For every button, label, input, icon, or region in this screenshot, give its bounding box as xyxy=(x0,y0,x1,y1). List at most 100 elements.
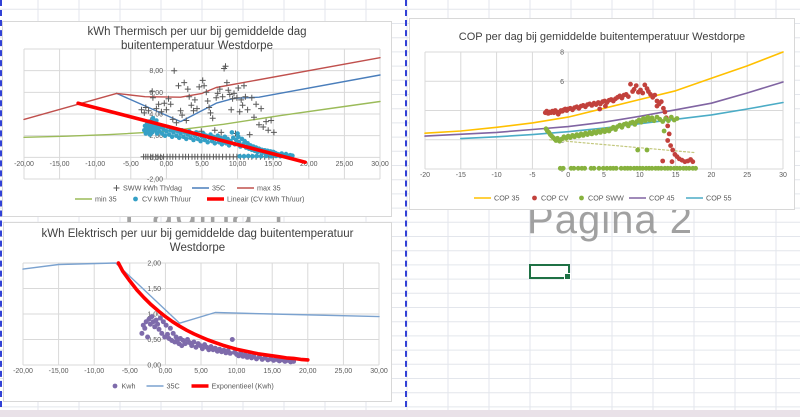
plot-gridlines xyxy=(424,51,784,170)
svg-text:25,00: 25,00 xyxy=(335,368,353,375)
svg-text:-20: -20 xyxy=(420,172,430,179)
svg-text:CV kWh Th/uur: CV kWh Th/uur xyxy=(142,195,192,204)
chart-title: kWh Elektrisch per uur bij gemiddelde da… xyxy=(42,228,354,254)
chart-cop[interactable]: -20-15-10-505101520253002468COP per dag … xyxy=(409,18,795,210)
page-break-line-left xyxy=(0,0,2,417)
svg-text:15,00: 15,00 xyxy=(263,368,281,375)
svg-text:Lineair (CV kWh Th/uur): Lineair (CV kWh Th/uur) xyxy=(227,195,304,204)
svg-text:1,50: 1,50 xyxy=(147,286,161,293)
legend: SWW kWh Th/dag 35C max 35 min 35 CV kWh Th/u… xyxy=(75,184,304,204)
chart-svg-kwh-elektrisch: -20,00 -15,00 -10,00 -5,00 0,00 5,00 10,00 15,0… xyxy=(13,228,388,391)
x-axis-labels: -20 -15 -10 -5 0 5 10 15 20 25 30 xyxy=(420,172,787,179)
svg-text:COP per dag bij gemiddelde bui: COP per dag bij gemiddelde buitentempera… xyxy=(459,31,745,43)
svg-text:20: 20 xyxy=(708,172,716,179)
svg-text:min 35: min 35 xyxy=(95,195,117,204)
series-cop-cv xyxy=(542,81,696,165)
svg-text:Kwh: Kwh xyxy=(122,382,136,391)
svg-text:35C: 35C xyxy=(167,382,180,391)
chart-svg-cop: -20-15-10-505101520253002468COP per dag … xyxy=(420,31,787,203)
x-axis-labels: -20,00 -15,00 -10,00 -5,00 0,00 5,00 10,00 15,0… xyxy=(14,161,389,168)
svg-text:2,00: 2,00 xyxy=(147,261,161,268)
svg-text:8: 8 xyxy=(560,50,564,57)
svg-text:Exponentieel (Kwh): Exponentieel (Kwh) xyxy=(212,382,274,391)
chart-title: kWh Thermisch per uur bij gemiddelde dag… xyxy=(87,26,306,52)
svg-text:10,00: 10,00 xyxy=(228,368,246,375)
plot-gridlines xyxy=(23,48,381,180)
svg-text:0: 0 xyxy=(566,172,570,179)
series-sww-kwh-th-dag xyxy=(138,63,277,160)
svg-text:6: 6 xyxy=(560,79,564,86)
svg-text:1,00: 1,00 xyxy=(147,312,161,319)
chart-svg-kwh-thermisch: -20,00 -15,00 -10,00 -5,00 0,00 5,00 10,00 15,0… xyxy=(14,26,389,204)
x-axis-labels: -20,00 -15,00 -10,00 -5,00 0,00 5,00 10,00 15,0… xyxy=(13,368,388,375)
svg-text:COP 45: COP 45 xyxy=(649,194,674,203)
chart-title: COP per dag bij gemiddelde buitentempera… xyxy=(459,31,745,43)
svg-text:COP 35: COP 35 xyxy=(494,194,519,203)
svg-text:8,00: 8,00 xyxy=(149,68,163,75)
svg-text:COP 55: COP 55 xyxy=(706,194,731,203)
svg-text:-15,00: -15,00 xyxy=(50,161,70,168)
svg-text:kWh Elektrisch per uur bij gem: kWh Elektrisch per uur bij gemiddelde da… xyxy=(42,228,354,240)
series-cop-sww xyxy=(543,114,698,171)
svg-text:5,00: 5,00 xyxy=(195,161,209,168)
svg-text:6,00: 6,00 xyxy=(149,90,163,97)
fill-handle[interactable] xyxy=(564,273,571,280)
svg-text:-5: -5 xyxy=(529,172,535,179)
svg-text:30: 30 xyxy=(779,172,787,179)
svg-text:-15: -15 xyxy=(456,172,466,179)
svg-text:SWW kWh Th/dag: SWW kWh Th/dag xyxy=(123,184,182,193)
svg-text:-5,00: -5,00 xyxy=(122,368,138,375)
series-cop-45 xyxy=(424,81,784,137)
series-cop-35 xyxy=(424,51,784,134)
series-35c xyxy=(22,262,380,324)
svg-text:-20,00: -20,00 xyxy=(14,161,34,168)
y-axis-labels: -2,00 0,00 2,00 4,00 6,00 8,00 xyxy=(147,68,163,183)
series-35c xyxy=(115,74,381,123)
svg-text:buitentemperatuur Westdorpe: buitentemperatuur Westdorpe xyxy=(121,40,273,52)
svg-text:0,00: 0,00 xyxy=(160,161,174,168)
svg-text:35C: 35C xyxy=(212,184,225,193)
svg-text:10,00: 10,00 xyxy=(229,161,247,168)
svg-text:-2,00: -2,00 xyxy=(147,177,163,184)
selected-cell[interactable] xyxy=(529,264,571,280)
svg-text:15: 15 xyxy=(672,172,680,179)
series-min-35 xyxy=(23,100,381,139)
svg-text:Westdorpe: Westdorpe xyxy=(170,242,225,254)
svg-text:20,00: 20,00 xyxy=(300,161,318,168)
plot-gridlines xyxy=(22,262,380,366)
svg-text:COP SWW: COP SWW xyxy=(588,194,624,203)
chart-kwh-thermisch[interactable]: -20,00 -15,00 -10,00 -5,00 0,00 5,00 10,00 15,0… xyxy=(2,21,392,217)
svg-text:30,00: 30,00 xyxy=(371,161,389,168)
svg-text:30,00: 30,00 xyxy=(370,368,388,375)
svg-text:-5,00: -5,00 xyxy=(123,161,139,168)
page-break-line xyxy=(405,0,407,417)
svg-text:-10,00: -10,00 xyxy=(84,368,104,375)
svg-text:-20,00: -20,00 xyxy=(13,368,33,375)
svg-text:COP CV: COP CV xyxy=(541,194,569,203)
svg-text:0,00: 0,00 xyxy=(159,368,173,375)
svg-text:-10,00: -10,00 xyxy=(85,161,105,168)
svg-text:10: 10 xyxy=(636,172,644,179)
svg-text:4,00: 4,00 xyxy=(149,112,163,119)
svg-text:-10: -10 xyxy=(492,172,502,179)
svg-text:max 35: max 35 xyxy=(257,184,281,193)
svg-text:0,00: 0,00 xyxy=(147,363,161,370)
chart-kwh-elektrisch[interactable]: -20,00 -15,00 -10,00 -5,00 0,00 5,00 10,00 15,0… xyxy=(3,222,392,402)
series-max-35 xyxy=(23,57,381,121)
svg-text:kWh Thermisch per uur bij gemi: kWh Thermisch per uur bij gemiddelde dag xyxy=(87,26,306,38)
series-exponentieel-kwh- xyxy=(116,261,310,362)
svg-text:2,00: 2,00 xyxy=(149,133,163,140)
svg-text:20,00: 20,00 xyxy=(299,368,317,375)
legend: Kwh 35C Exponentieel (Kwh) xyxy=(112,382,274,391)
svg-text:25: 25 xyxy=(743,172,751,179)
svg-text:0,00: 0,00 xyxy=(149,155,163,162)
svg-text:5,00: 5,00 xyxy=(194,368,208,375)
legend: COP 35 COP CV COP SWW COP 45 COP 55 xyxy=(474,194,731,203)
svg-text:-15,00: -15,00 xyxy=(49,368,69,375)
series-cop-55 xyxy=(459,101,784,140)
svg-text:25,00: 25,00 xyxy=(336,161,354,168)
svg-text:15,00: 15,00 xyxy=(264,161,282,168)
svg-text:0,50: 0,50 xyxy=(147,337,161,344)
series-kwh xyxy=(139,314,297,365)
